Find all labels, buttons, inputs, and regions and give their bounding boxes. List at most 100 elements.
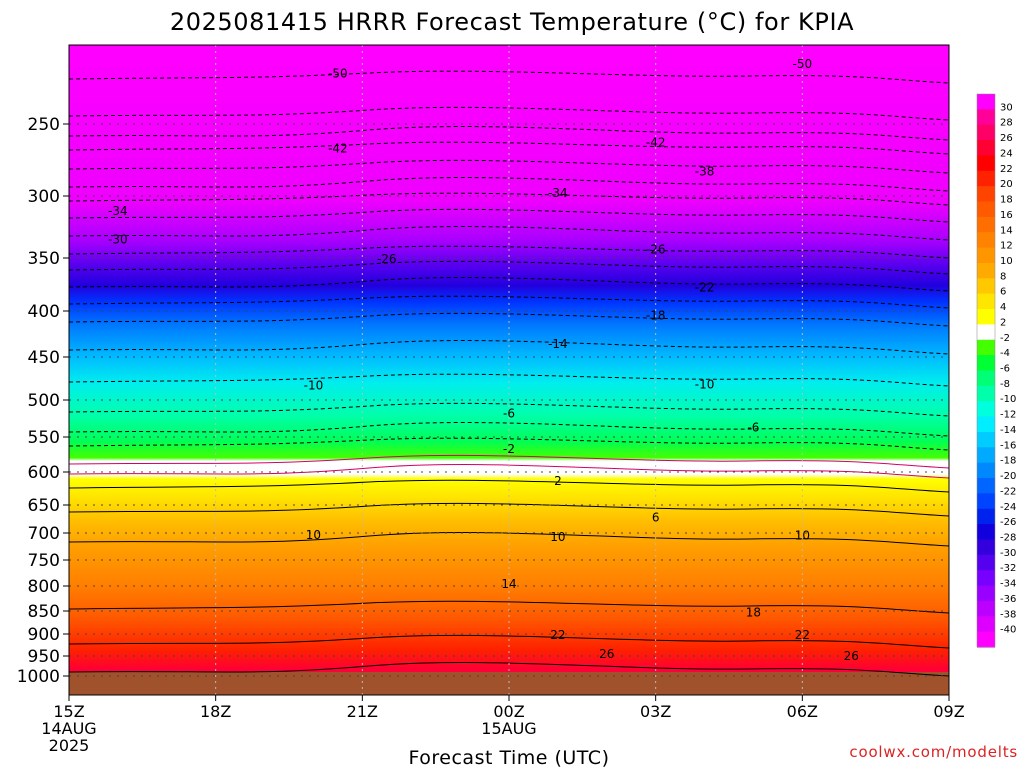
colorbar-swatch: [977, 278, 995, 295]
colorbar-swatch: [977, 216, 995, 233]
colorbar: 30 28 26 24 22 20 18 16 14 12 10 8 6 4 2 -2 -4 -6 -8 -10 -12…: [976, 93, 1016, 648]
colorbar-label: 22: [1000, 164, 1013, 175]
x-tick-label: 2025: [49, 736, 90, 755]
isotherm-label: -22: [695, 281, 715, 295]
colorbar-swatch: [977, 431, 995, 448]
colorbar-label: 2: [1000, 317, 1006, 328]
colorbar-swatch: [977, 554, 995, 571]
x-tick-label: 14AUG: [41, 719, 96, 738]
isotherm-line: [69, 454, 949, 469]
colorbar-label: -36: [1000, 594, 1016, 605]
x-tick-label: 15AUG: [481, 719, 536, 738]
colorbar-label: 20: [1000, 179, 1013, 190]
colorbar-swatch: [977, 324, 995, 341]
isotherm-label: -14: [548, 337, 568, 351]
colorbar-swatch: [977, 570, 995, 587]
colorbar-label: 6: [1000, 287, 1006, 298]
isotherm-line: [69, 126, 949, 141]
colorbar-label: 10: [1000, 256, 1013, 267]
isotherm-label: 22: [795, 628, 810, 642]
isotherm-line: [69, 312, 949, 327]
colorbar-swatch: [977, 94, 995, 110]
isotherm-line: [69, 70, 949, 84]
y-tick-label: 550: [28, 428, 60, 448]
isotherm-label: 14: [501, 577, 516, 591]
isotherm-line: [69, 192, 949, 206]
isotherm-line: [69, 277, 949, 292]
isotherm-label: -50: [328, 66, 348, 80]
colorbar-label: -14: [1000, 425, 1016, 436]
y-tick-label: 900: [28, 625, 60, 645]
chart-title: 2025081415 HRRR Forecast Temperature (°C…: [170, 8, 854, 36]
colorbar-label: -16: [1000, 440, 1016, 451]
isotherm-line: [69, 177, 949, 192]
colorbar-label: 16: [1000, 210, 1013, 221]
colorbar-swatch: [977, 493, 995, 510]
colorbar-label: -26: [1000, 517, 1016, 528]
isotherm-label: 10: [795, 529, 810, 543]
x-tick-label: 06Z: [787, 702, 818, 721]
colorbar-label: -32: [1000, 563, 1016, 574]
credit-link[interactable]: coolwx.com/modelts: [849, 743, 1018, 761]
colorbar-label: 12: [1000, 241, 1013, 252]
isotherm-label: 26: [599, 647, 614, 661]
isotherm-line: [69, 662, 949, 677]
y-tick-label: 400: [28, 302, 60, 322]
y-tick-label: 600: [28, 463, 60, 483]
colorbar-swatch: [977, 585, 995, 602]
isotherm-line: [69, 422, 949, 437]
isotherm-label: -10: [304, 378, 324, 392]
y-tick-label: 750: [28, 551, 60, 571]
isotherm-line: [69, 502, 949, 517]
y-tick-label: 700: [28, 524, 60, 544]
x-tick-label: 21Z: [347, 702, 378, 721]
isotherm-line: [69, 295, 949, 309]
colorbar-label: 4: [1000, 302, 1006, 313]
isotherm-label: -38: [695, 165, 715, 179]
colorbar-label: -20: [1000, 471, 1016, 482]
isotherm-label: -26: [646, 242, 666, 256]
y-tick-label: 650: [28, 496, 60, 516]
isotherm-label: -30: [108, 232, 128, 246]
y-tick-label: 300: [28, 187, 60, 207]
colorbar-swatch: [977, 600, 995, 617]
colorbar-swatch: [977, 262, 995, 279]
isotherm-label: 10: [306, 528, 321, 542]
isotherm-line: [69, 208, 949, 223]
x-tick-label: 03Z: [640, 702, 671, 721]
y-axis-ticks: 250 300 350 400 450 500 550 600 650 700 750 800 850 9…: [17, 115, 69, 687]
colorbar-swatch: [977, 631, 995, 648]
isotherm-line: [69, 340, 949, 355]
isotherm-label: -42: [328, 141, 348, 155]
colorbar-swatch: [977, 401, 995, 418]
isotherm-line: [69, 159, 949, 174]
colorbar-label: -6: [1000, 364, 1010, 375]
colorbar-swatch: [977, 124, 995, 141]
colorbar-label: -38: [1000, 609, 1016, 620]
colorbar-swatch: [977, 539, 995, 556]
isotherm-line: [69, 437, 949, 451]
colorbar-label: 18: [1000, 195, 1013, 206]
colorbar-label: -24: [1000, 502, 1016, 513]
y-tick-label: 450: [28, 348, 60, 368]
colorbar-label: -8: [1000, 379, 1010, 390]
colorbar-swatch: [977, 385, 995, 402]
colorbar-swatch: [977, 524, 995, 541]
isotherm-line: [69, 141, 949, 155]
y-tick-label: 350: [28, 249, 60, 269]
colorbar-swatch: [977, 309, 995, 326]
isotherm-label: -10: [695, 378, 715, 392]
isotherm-label: -6: [503, 406, 515, 420]
colorbar-swatch: [977, 416, 995, 433]
colorbar-swatch: [977, 355, 995, 372]
isotherm-label: 22: [550, 628, 565, 642]
colorbar-label: -30: [1000, 548, 1016, 559]
isotherm-label: 26: [844, 649, 859, 663]
ground-below-surface: [69, 672, 949, 695]
isotherm-label: -34: [548, 186, 568, 200]
isotherm-line: [69, 600, 949, 614]
isotherm-label: 2: [554, 474, 562, 488]
colorbar-frame: [976, 93, 996, 648]
